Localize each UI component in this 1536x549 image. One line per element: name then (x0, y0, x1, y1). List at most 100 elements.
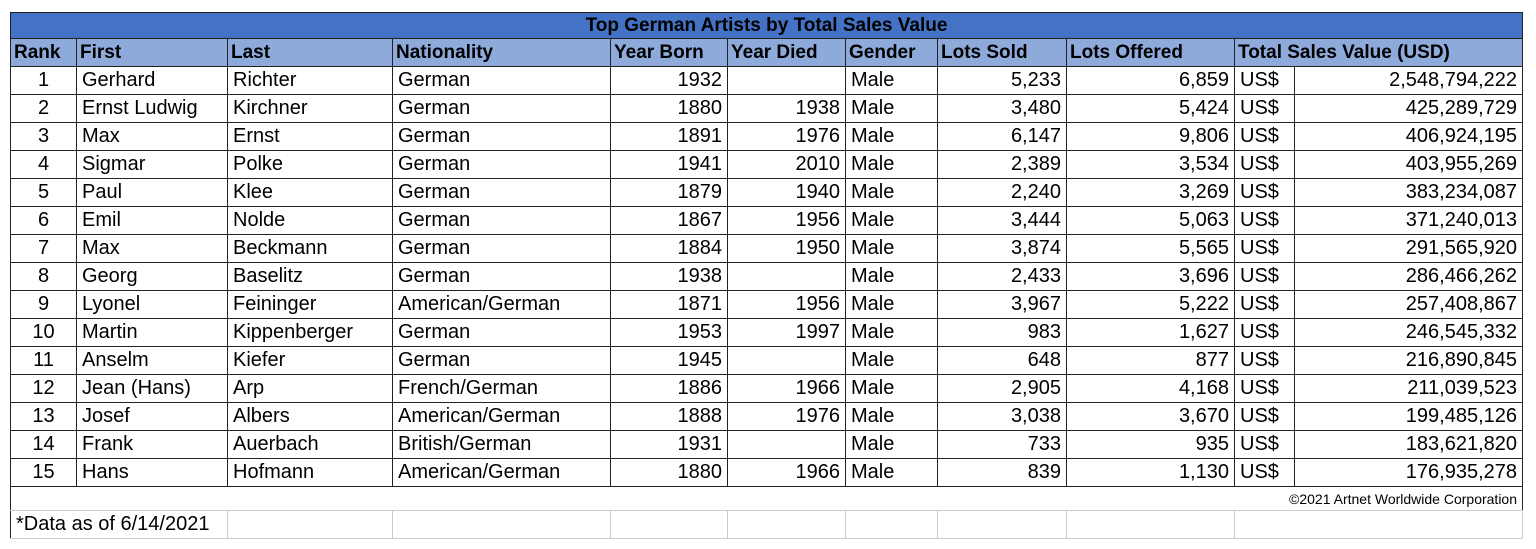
first-name: Jean (Hans) (76, 374, 228, 403)
last-name: Kippenberger (227, 318, 393, 347)
gender: Male (845, 150, 938, 179)
empty-cell (727, 346, 846, 375)
rank: 11 (10, 346, 77, 375)
lots-sold: 2,905 (937, 374, 1067, 403)
nationality: German (392, 66, 611, 95)
first-name: Frank (76, 430, 228, 459)
first-name: Max (76, 122, 228, 151)
lots-offered: 1,130 (1066, 458, 1235, 487)
first-name: Anselm (76, 346, 228, 375)
lots-offered: 877 (1066, 346, 1235, 375)
first-name: Max (76, 234, 228, 263)
nationality: German (392, 234, 611, 263)
lots-offered: 5,424 (1066, 94, 1235, 123)
last-name: Beckmann (227, 234, 393, 263)
year-died: 1966 (727, 458, 846, 487)
lots-sold: 3,444 (937, 206, 1067, 235)
gender: Male (845, 290, 938, 319)
year-born: 1879 (610, 178, 728, 207)
column-header: Year Died (727, 38, 846, 67)
gender: Male (845, 178, 938, 207)
last-name: Ernst (227, 122, 393, 151)
year-died: 2010 (727, 150, 846, 179)
empty-cell (227, 510, 393, 539)
total-sales-value: 286,466,262 (1293, 262, 1524, 291)
data-row: 15 Hans Hofmann American/German 1880 1966 Male… (10, 458, 1524, 487)
total-sales-value: 211,039,523 (1293, 374, 1524, 403)
currency: US$ (1234, 94, 1295, 123)
first-name: Paul (76, 178, 228, 207)
data-row: 14 Frank Auerbach British/German 1931 Male 733… (10, 430, 1524, 459)
rank: 3 (10, 122, 77, 151)
data-row: 2 Ernst Ludwig Kirchner German 1880 1938 Male 3… (10, 94, 1524, 123)
nationality: German (392, 122, 611, 151)
lots-offered: 6,859 (1066, 66, 1235, 95)
data-row: 1 Gerhard Richter German 1932 Male 5,233 6,859 U… (10, 66, 1524, 95)
lots-sold: 2,433 (937, 262, 1067, 291)
rank: 4 (10, 150, 77, 179)
rank: 6 (10, 206, 77, 235)
last-name: Baselitz (227, 262, 393, 291)
lots-sold: 733 (937, 430, 1067, 459)
rank: 13 (10, 402, 77, 431)
year-born: 1884 (610, 234, 728, 263)
nationality: American/German (392, 402, 611, 431)
currency: US$ (1234, 318, 1295, 347)
nationality: French/German (392, 374, 611, 403)
column-header: Rank (10, 38, 77, 67)
sales-table: Top German Artists by Total Sales Value R… (9, 12, 1524, 539)
column-header: Nationality (392, 38, 611, 67)
first-name: Ernst Ludwig (76, 94, 228, 123)
currency: US$ (1234, 290, 1295, 319)
last-name: Auerbach (227, 430, 393, 459)
data-row: 10 Martin Kippenberger German 1953 1997 Male 98… (10, 318, 1524, 347)
gender: Male (845, 318, 938, 347)
column-header: First (76, 38, 228, 67)
gender: Male (845, 262, 938, 291)
first-name: Georg (76, 262, 228, 291)
year-born: 1941 (610, 150, 728, 179)
currency: US$ (1234, 206, 1295, 235)
year-died: 1938 (727, 94, 846, 123)
rank: 8 (10, 262, 77, 291)
last-name: Arp (227, 374, 393, 403)
gender: Male (845, 66, 938, 95)
title-row: Top German Artists by Total Sales Value (9, 12, 1524, 39)
data-row: 12 Jean (Hans) Arp French/German 1886 1966 Mal… (10, 374, 1524, 403)
nationality: British/German (392, 430, 611, 459)
lots-sold: 5,233 (937, 66, 1067, 95)
nationality: German (392, 262, 611, 291)
lots-sold: 839 (937, 458, 1067, 487)
nationality: German (392, 94, 611, 123)
total-sales-value: 216,890,845 (1293, 346, 1524, 375)
first-name: Josef (76, 402, 228, 431)
nationality: German (392, 206, 611, 235)
column-header: Lots Sold (937, 38, 1067, 67)
year-born: 1932 (610, 66, 728, 95)
lots-offered: 1,627 (1066, 318, 1235, 347)
rank: 7 (10, 234, 77, 263)
empty-cell (392, 510, 611, 539)
last-name: Klee (227, 178, 393, 207)
lots-offered: 5,222 (1066, 290, 1235, 319)
lots-offered: 935 (1066, 430, 1235, 459)
first-name: Sigmar (76, 150, 228, 179)
year-died: 1956 (727, 290, 846, 319)
lots-sold: 3,967 (937, 290, 1067, 319)
empty-cell (727, 66, 846, 95)
year-died: 1940 (727, 178, 846, 207)
empty-cell (1233, 510, 1524, 539)
table-body: Top German Artists by Total Sales Value R… (9, 12, 1524, 539)
column-header: Last (227, 38, 393, 67)
last-name: Kirchner (227, 94, 393, 123)
total-sales-value: 199,485,126 (1293, 402, 1524, 431)
year-born: 1888 (610, 402, 728, 431)
rank: 14 (10, 430, 77, 459)
last-name: Kiefer (227, 346, 393, 375)
rank: 2 (10, 94, 77, 123)
last-name: Nolde (227, 206, 393, 235)
total-sales-value: 425,289,729 (1293, 94, 1524, 123)
lots-sold: 3,038 (937, 402, 1067, 431)
currency: US$ (1234, 234, 1295, 263)
data-row: 7 Max Beckmann German 1884 1950 Male 3,874 5,565… (10, 234, 1524, 263)
